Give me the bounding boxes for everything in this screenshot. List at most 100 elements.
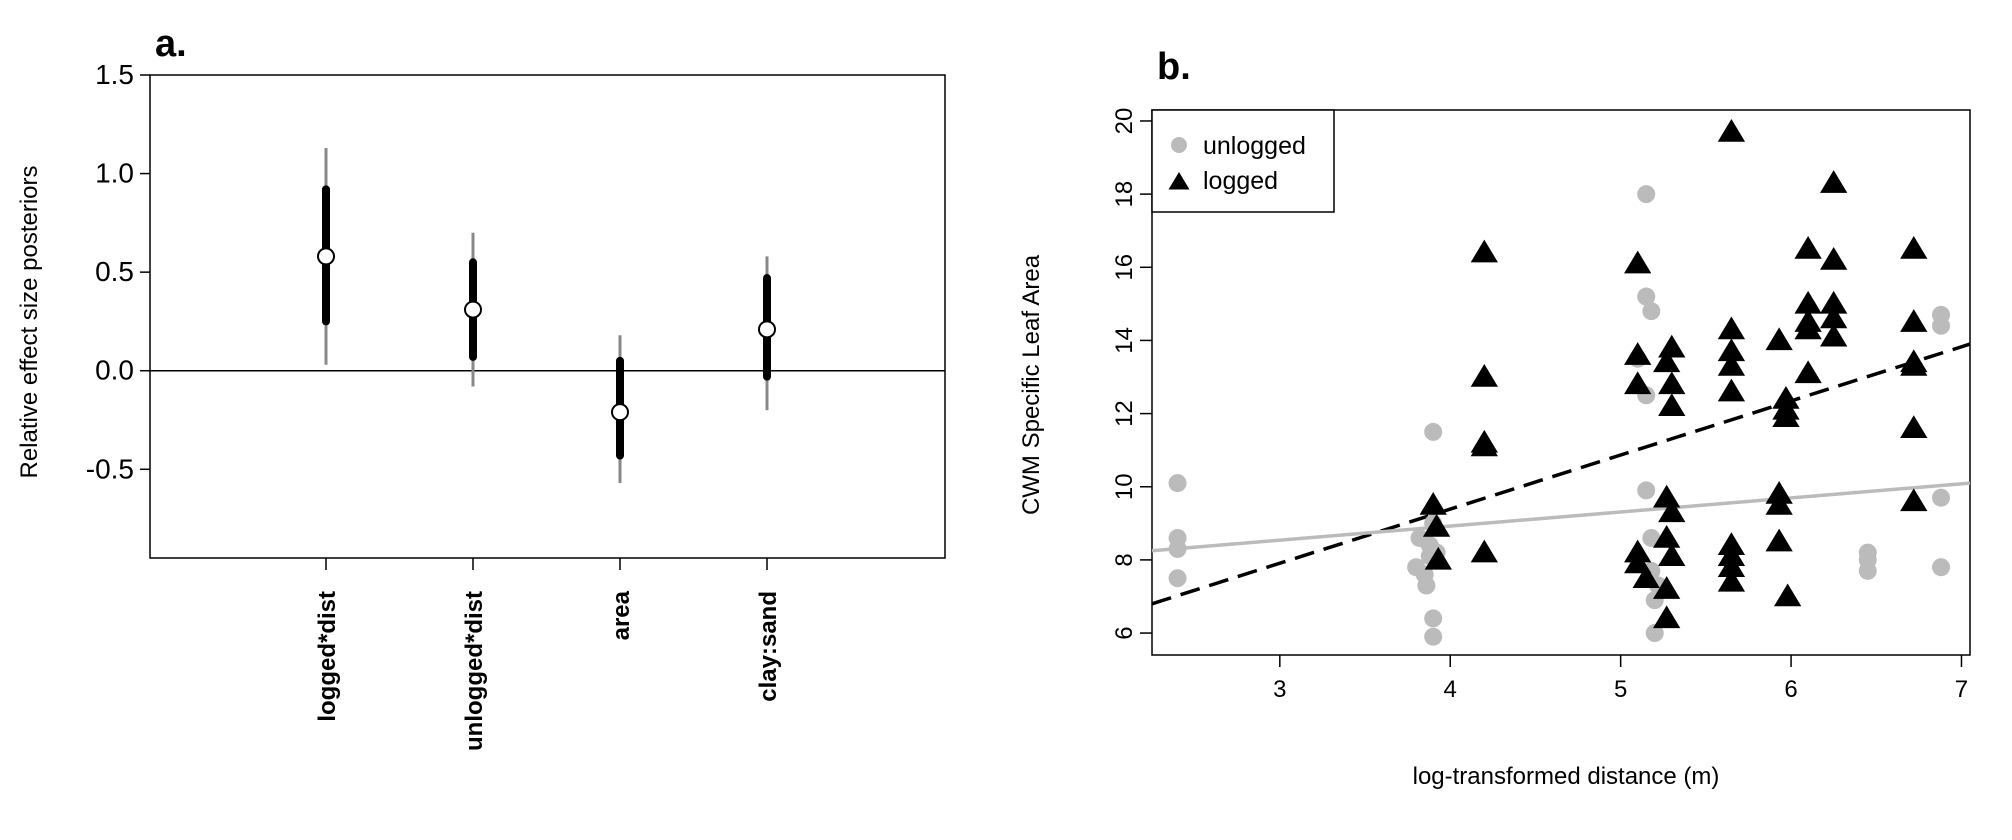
panel-a-marks	[317, 147, 776, 484]
point-unlogged	[1645, 624, 1664, 643]
x-tick-label: logged*dist	[314, 591, 341, 722]
point-logged	[1820, 246, 1848, 270]
x-tick-label: area	[608, 590, 635, 640]
legend-logged-label: logged	[1203, 167, 1278, 195]
point-logged	[1794, 360, 1822, 384]
point-logged	[1717, 353, 1746, 376]
point-unlogged	[1168, 539, 1187, 558]
point-logged	[1900, 235, 1928, 259]
point-logged	[1422, 513, 1451, 537]
point-unlogged	[1932, 488, 1951, 507]
point-logged	[1900, 415, 1928, 438]
point-logged	[1653, 484, 1681, 508]
fit-line-logged	[1151, 342, 1971, 606]
legend-logged-marker	[1168, 172, 1190, 190]
point-logged	[1624, 250, 1652, 274]
point-logged	[1820, 305, 1848, 329]
point-unlogged	[1932, 316, 1951, 335]
point-unlogged	[1637, 481, 1656, 500]
point-logged	[1624, 550, 1652, 574]
point-logged	[1424, 546, 1452, 570]
y-tick-label: 20	[1111, 108, 1138, 135]
point-logged	[1820, 290, 1848, 314]
point-logged	[1717, 316, 1746, 340]
point-logged	[1794, 235, 1822, 259]
point-logged	[1653, 349, 1681, 373]
x-tick-label: 3	[1273, 676, 1286, 703]
y-tick-label: 1.5	[95, 59, 134, 90]
panel-a-y-axis: 1.5 1.0 0.5 0.0 -0.5	[86, 59, 150, 484]
posterior-mean-point	[464, 300, 482, 319]
panel-b-plot-frame	[1151, 109, 1971, 656]
fit-line-unlogged	[1151, 481, 1971, 553]
x-tick-label: 6	[1784, 676, 1797, 703]
point-unlogged	[1642, 302, 1661, 321]
point-logged	[1717, 568, 1746, 592]
y-tick-label: 10	[1111, 473, 1138, 500]
panel-b: b. CWM Specific Leaf Area log-transforme…	[1018, 46, 1971, 790]
point-logged	[1658, 543, 1686, 566]
point-logged	[1820, 170, 1848, 193]
point-unlogged	[1932, 558, 1951, 577]
x-tick-label: clay:sand	[755, 591, 782, 702]
point-logged	[1658, 334, 1686, 358]
point-logged	[1658, 499, 1686, 523]
y-tick-label: 16	[1111, 254, 1138, 281]
posterior-mean-point	[611, 403, 629, 422]
y-tick-label: 6	[1111, 626, 1138, 639]
point-unlogged	[1858, 561, 1877, 580]
point-unlogged	[1424, 422, 1443, 441]
point-unlogged	[1642, 528, 1661, 547]
point-logged	[1632, 565, 1660, 588]
point-unlogged	[1424, 627, 1443, 646]
point-logged	[1765, 327, 1793, 351]
y-tick-label: 0.0	[95, 355, 134, 386]
point-logged	[1900, 488, 1928, 512]
point-logged	[1624, 371, 1652, 395]
point-logged	[1470, 239, 1498, 263]
point-unlogged	[1168, 569, 1187, 588]
posterior-mean-point	[317, 247, 335, 266]
point-logged	[1470, 433, 1498, 457]
legend-box	[1151, 109, 1335, 213]
panel-b-fit-lines	[1151, 342, 1971, 606]
panel-b-legend: unlogged logged	[1151, 109, 1335, 213]
point-logged	[1470, 364, 1498, 387]
point-logged	[1717, 338, 1746, 362]
point-logged	[1794, 316, 1822, 340]
point-logged	[1765, 492, 1793, 515]
panel-a-plot-frame	[149, 74, 946, 559]
point-logged	[1900, 353, 1928, 376]
panel-b-label: b.	[1157, 46, 1191, 88]
panel-a: a. Relative effect size posteriors 1.51.…	[16, 23, 946, 751]
panel-b-x-axis: 3 4 5 6 7	[1273, 655, 1968, 703]
panel-b-y-axis: 6 8 10 12 14 16 18 20	[1111, 108, 1152, 640]
point-logged	[1717, 554, 1746, 577]
point-logged	[1717, 378, 1746, 402]
panel-b-x-axis-label: log-transformed distance (m)	[1413, 763, 1720, 790]
point-unlogged	[1424, 609, 1443, 628]
x-tick-label: unlogged*dist	[461, 591, 488, 751]
y-tick-label: 14	[1111, 327, 1138, 354]
panel-b-points	[1168, 118, 1951, 646]
x-tick-label: 7	[1955, 676, 1968, 703]
point-logged	[1772, 404, 1800, 427]
point-logged	[1658, 393, 1686, 417]
point-logged	[1820, 323, 1848, 347]
point-logged	[1653, 576, 1681, 599]
panel-b-y-axis-label: CWM Specific Leaf Area	[1018, 254, 1045, 515]
panel-a-x-axis: logged*dist unlogged*dist area clay:sand	[314, 558, 782, 751]
point-logged	[1774, 583, 1802, 607]
point-logged	[1900, 309, 1928, 332]
x-tick-label: 4	[1444, 676, 1457, 703]
point-logged	[1624, 342, 1652, 365]
point-logged	[1717, 118, 1746, 142]
point-logged	[1419, 492, 1447, 515]
point-logged	[1794, 290, 1822, 314]
point-unlogged	[1637, 185, 1656, 204]
posterior-mean-point	[758, 320, 776, 339]
legend-unlogged-label: unlogged	[1203, 132, 1306, 160]
point-unlogged	[1168, 474, 1187, 493]
